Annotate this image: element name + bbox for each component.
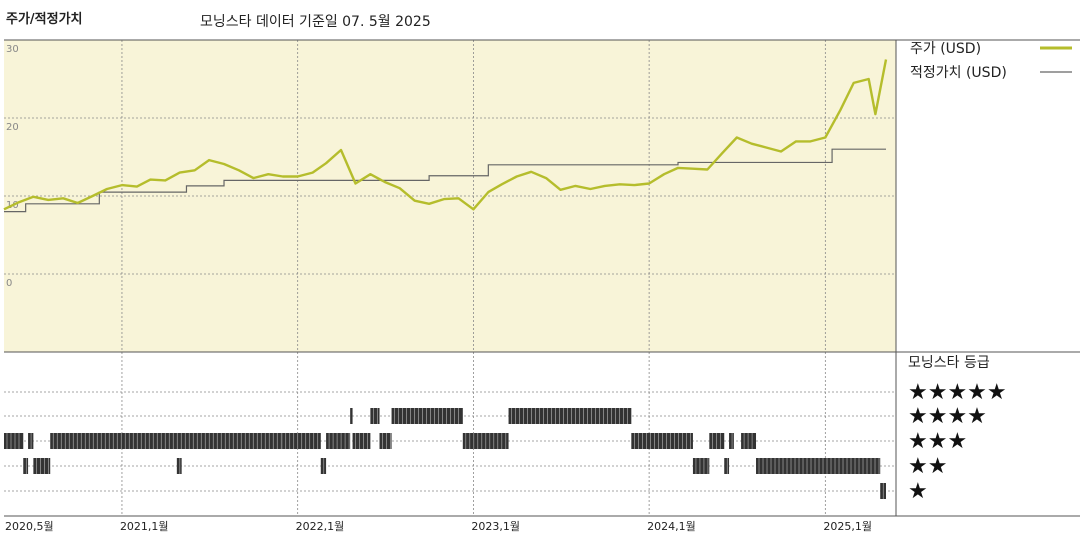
rating-segment — [756, 458, 881, 474]
x-tick-labels: 2020,5월 2021,1월 2022,1월 2023,1월 2024,1월 2025,… — [5, 520, 872, 533]
rating-segment — [176, 458, 182, 474]
fair-value-line — [4, 148, 886, 213]
rating-segment — [320, 458, 327, 474]
rating-segment — [350, 408, 353, 424]
rating-segment — [352, 433, 371, 449]
x-tick-label: 2020,5월 — [5, 520, 54, 533]
chart-title: 주가/적정가치 — [6, 12, 83, 27]
rating-segment — [33, 458, 51, 474]
rating-segment — [23, 458, 29, 474]
rating-segment — [379, 433, 392, 449]
x-tick-label: 2022,1월 — [296, 520, 345, 533]
price-legend-label: 주가 (USD) — [910, 41, 981, 57]
rating-segment — [741, 433, 757, 449]
star-rating-label: ★ — [908, 479, 928, 504]
fair-value-legend-label: 적정가치 (USD) — [910, 65, 1007, 81]
x-tick-label: 2024,1월 — [647, 520, 696, 533]
star-rating-labels: ★★★★★★★★★★★★★★★ — [908, 380, 1007, 504]
rating-segment — [729, 433, 734, 449]
fair-value-series — [4, 148, 886, 213]
rating-segment — [508, 408, 632, 424]
rating-segment — [370, 408, 380, 424]
rating-timeline — [4, 391, 896, 499]
rating-segment — [391, 408, 463, 424]
rating-segment — [692, 458, 710, 474]
star-rating-label: ★★★★★ — [908, 380, 1007, 405]
x-tick-label: 2025,1월 — [823, 520, 872, 533]
rating-legend-label: 모닝스타 등급 — [908, 355, 990, 371]
y-tick-label: 20 — [6, 122, 19, 133]
data-date-subtitle: 모닝스타 데이터 기준일 07. 5월 2025 — [200, 14, 431, 30]
rating-segment — [326, 433, 351, 449]
star-rating-label: ★★ — [908, 454, 947, 479]
rating-segment — [724, 458, 730, 474]
price-line — [3, 59, 888, 211]
x-tick-label: 2021,1월 — [120, 520, 169, 533]
rating-segment — [50, 433, 283, 449]
x-tick-label: 2023,1월 — [471, 520, 520, 533]
y-tick-label: 30 — [6, 44, 19, 55]
y-tick-label: 0 — [6, 278, 12, 289]
rating-segment — [28, 433, 34, 449]
price-series — [3, 59, 888, 211]
rating-segment — [709, 433, 725, 449]
star-rating-label: ★★★★ — [908, 404, 987, 429]
rating-segment — [4, 433, 24, 449]
star-rating-label: ★★★ — [908, 429, 967, 454]
